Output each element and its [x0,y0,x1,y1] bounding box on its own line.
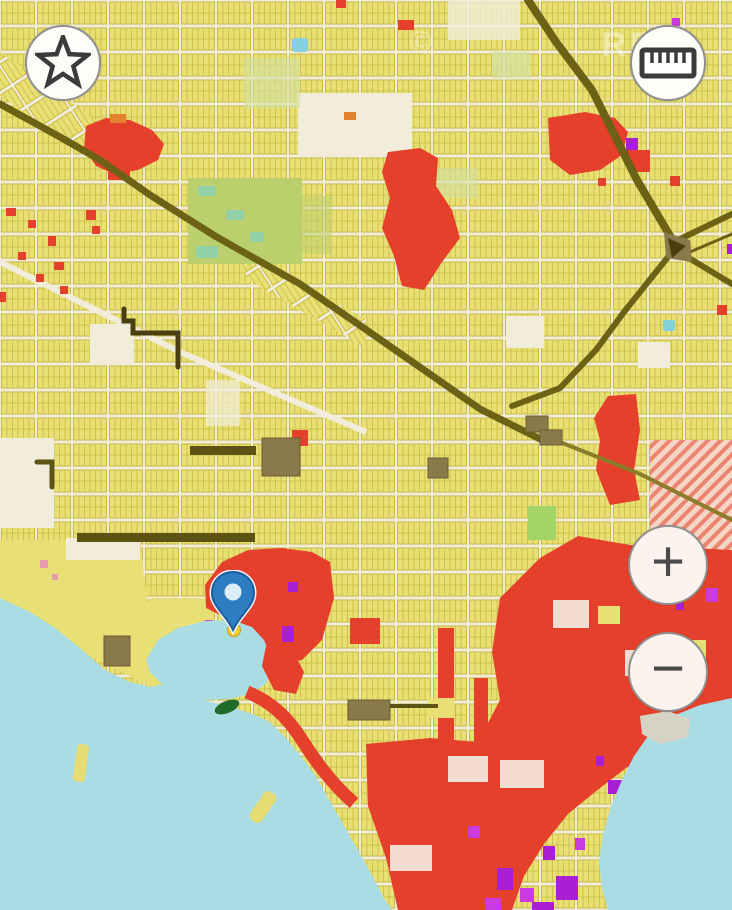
ruler-icon [639,47,697,79]
location-pin[interactable] [207,570,259,636]
zoom-out-glyph: − [651,636,685,701]
zoom-in-glyph: + [651,529,685,594]
zoom-in-button[interactable]: + [628,525,708,605]
water-layer [0,598,732,910]
buildings-layer [77,232,692,721]
zoom-out-button[interactable]: − [628,632,708,712]
roads-layer [0,0,732,522]
sea [0,598,392,910]
measure-button[interactable] [630,25,706,101]
pin-hole [224,583,242,601]
pin-body [210,570,256,633]
lagoon [146,620,272,700]
favorite-button[interactable] [25,25,101,101]
bay [599,698,732,910]
star-icon [35,35,91,90]
